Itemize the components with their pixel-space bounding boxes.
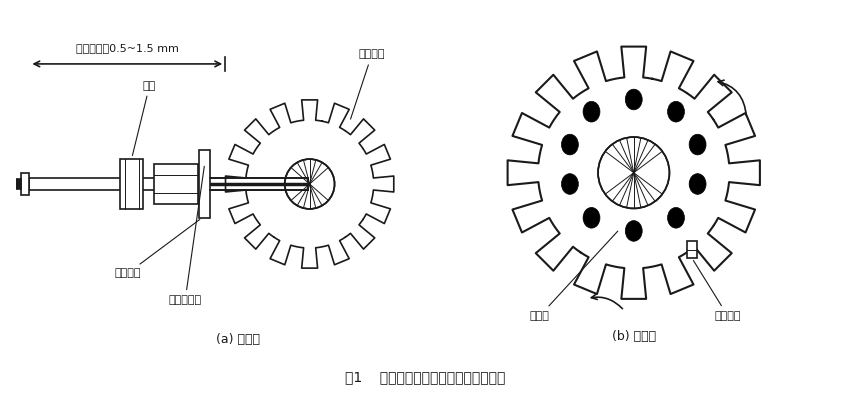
Bar — [688, 241, 697, 258]
Ellipse shape — [626, 89, 643, 110]
Text: 图1    磁电式转速传感器工作原理示意图: 图1 磁电式转速传感器工作原理示意图 — [345, 370, 505, 384]
Ellipse shape — [583, 101, 600, 122]
Polygon shape — [225, 100, 394, 268]
FancyBboxPatch shape — [30, 178, 308, 190]
Text: 安装间隙：0.5~1.5 mm: 安装间隙：0.5~1.5 mm — [76, 43, 178, 53]
Polygon shape — [507, 46, 760, 299]
Ellipse shape — [689, 174, 706, 194]
FancyBboxPatch shape — [154, 164, 198, 204]
FancyBboxPatch shape — [200, 150, 210, 218]
Ellipse shape — [583, 208, 600, 228]
Text: (a) 齿轮型: (a) 齿轮型 — [217, 333, 260, 346]
Ellipse shape — [562, 174, 578, 194]
Ellipse shape — [626, 221, 643, 241]
Text: (b) 霍尔式: (b) 霍尔式 — [612, 330, 656, 342]
Ellipse shape — [689, 134, 706, 155]
Text: 安装支架: 安装支架 — [114, 220, 200, 278]
Text: 测速齿轮: 测速齿轮 — [350, 50, 385, 119]
Text: 转速传感器: 转速传感器 — [168, 166, 204, 305]
Bar — [16, 179, 20, 189]
FancyBboxPatch shape — [120, 159, 144, 209]
Ellipse shape — [667, 208, 684, 228]
Ellipse shape — [562, 134, 578, 155]
Bar — [20, 173, 30, 195]
Text: 螺母: 螺母 — [133, 81, 156, 156]
Ellipse shape — [667, 101, 684, 122]
Text: 永磁铁: 永磁铁 — [530, 231, 618, 321]
Text: 霍尔元件: 霍尔元件 — [694, 260, 741, 321]
